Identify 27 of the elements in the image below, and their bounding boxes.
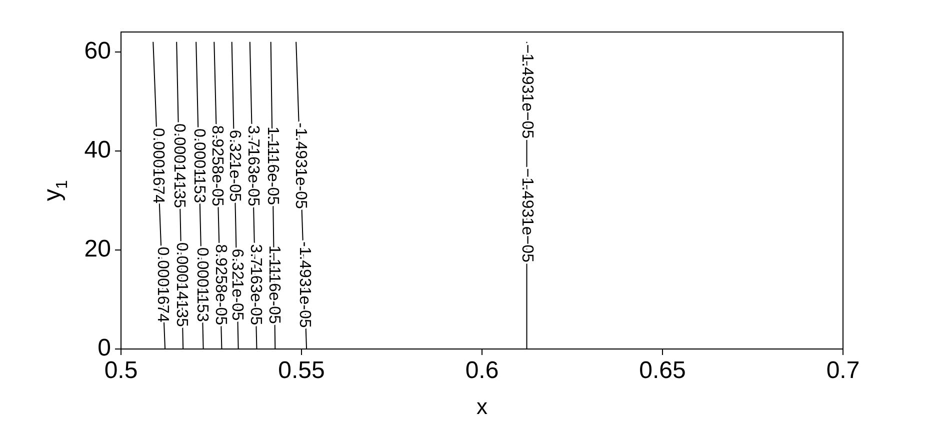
y-tick-label: 60 <box>84 37 111 64</box>
annotation: 6.321e-05 <box>228 248 246 321</box>
annotation: 0.0001153 <box>193 247 210 322</box>
annotation: 0.00014135 <box>170 123 188 208</box>
y-tick-label: 40 <box>84 136 111 164</box>
y-axis-title: y1 <box>39 180 71 201</box>
annotation: −1.4931e−05 <box>518 44 536 139</box>
annotation: 3.7163e-05 <box>244 125 262 206</box>
y-tick-label: 20 <box>84 236 111 263</box>
annotation: 1.1116e-05 <box>264 126 282 206</box>
annotation: -1.4931e-05 <box>296 241 313 328</box>
x-tick-label: 0.6 <box>465 357 499 384</box>
annotation: 8.9258e-05 <box>208 125 226 206</box>
annotation: 6.321e-05 <box>226 130 243 202</box>
annotation: 0.0001674 <box>154 246 172 323</box>
x-axis-title: x <box>476 394 488 419</box>
annotation: 0.0001674 <box>149 128 166 204</box>
x-tick-label: 0.55 <box>278 357 325 384</box>
annotation: 3.7163e-05 <box>246 244 264 326</box>
x-tick-label: 0.7 <box>826 357 860 384</box>
annotation: 0.0001153 <box>190 128 208 204</box>
annotation: -1.4931e-05 <box>292 122 310 209</box>
annotation: −1.4931e−05 <box>518 168 536 263</box>
annotation: 0.00014135 <box>173 242 190 327</box>
x-tick-label: 0.65 <box>639 357 686 384</box>
annotation: 8.9258e-05 <box>212 244 229 326</box>
annotation: 1.1116e-05 <box>266 245 283 324</box>
